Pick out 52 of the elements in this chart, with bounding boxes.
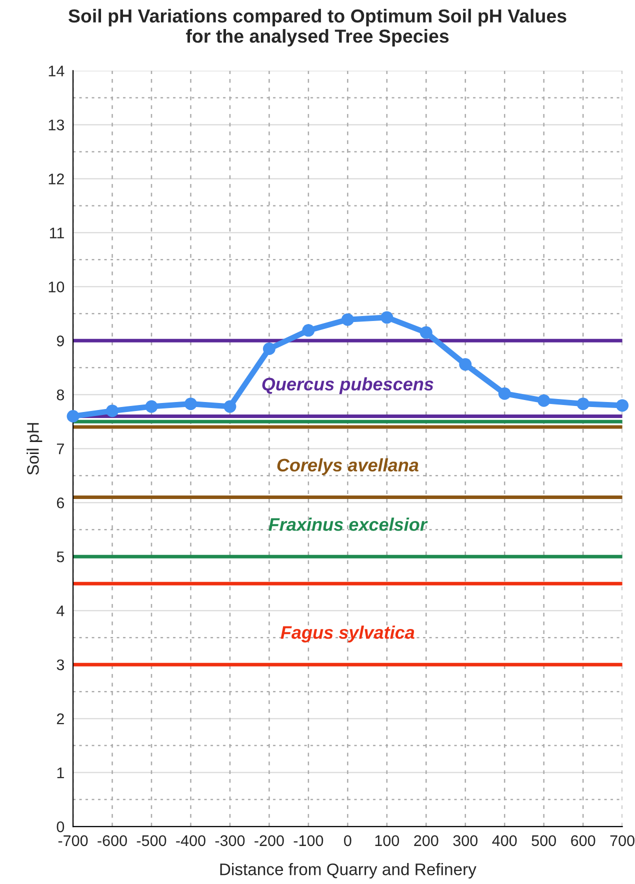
y-tick-label: 4 [56, 606, 64, 616]
x-tick-label: 500 [532, 835, 556, 846]
x-tick-label: 100 [375, 835, 400, 846]
y-tick-label: 11 [50, 228, 64, 238]
point [420, 326, 432, 339]
ref-line-label: Fraxinus excelsior [268, 518, 428, 531]
point [498, 387, 511, 400]
x-tick-label: -700 [58, 835, 88, 846]
chart-title: Soil pH Variations compared to Optimum Soil pH Values for the analysed Tree Species [68, 8, 566, 47]
ref-line-label: Fagus sylvatica [280, 626, 414, 642]
x-tick-label: -500 [136, 835, 166, 846]
point [224, 400, 236, 413]
y-tick-label: 8 [56, 390, 64, 400]
x-tick-label: 300 [453, 835, 478, 846]
y-tick-label: 1 [57, 768, 64, 778]
x-tick-label: 0 [344, 835, 352, 846]
y-tick-label: 10 [48, 282, 64, 292]
point [302, 324, 315, 337]
point [341, 313, 354, 326]
x-tick-label: -300 [215, 835, 245, 846]
point [66, 410, 80, 422]
y-tick-label: 0 [56, 821, 64, 832]
y-tick-label: 14 [48, 66, 64, 76]
y-axis-title: Soil pH [26, 423, 42, 475]
x-tick-label: 600 [571, 835, 596, 846]
ref-line-label: Quercus pubescens [262, 377, 434, 394]
point [145, 400, 158, 413]
x-tick-label: 700 [610, 835, 634, 846]
y-tick-label: 3 [56, 659, 64, 670]
y-tick-label: 13 [48, 120, 64, 130]
point [380, 311, 394, 324]
ref-line-label: Corelys avellana [277, 458, 418, 476]
x-tick-label: -600 [98, 835, 127, 846]
x-axis-title: Distance from Quarry and Refinery [220, 863, 476, 879]
x-tick-label: -100 [294, 835, 324, 846]
y-tick-label: 12 [48, 174, 64, 184]
point [616, 399, 629, 412]
point [184, 398, 197, 410]
point [459, 358, 472, 371]
y-tick-label: 2 [56, 713, 64, 724]
point [106, 404, 119, 418]
x-tick-label: -200 [254, 835, 284, 846]
x-tick-label: 200 [414, 835, 438, 846]
y-tick-label: 5 [56, 552, 64, 562]
point [538, 394, 550, 407]
point [576, 398, 590, 410]
y-tick-label: 9 [56, 336, 64, 346]
x-tick-label: 400 [492, 835, 517, 846]
x-tick-label: -400 [176, 835, 206, 846]
y-tick-label: 6 [56, 497, 64, 508]
y-tick-label: 7 [56, 444, 64, 454]
point [262, 342, 276, 356]
